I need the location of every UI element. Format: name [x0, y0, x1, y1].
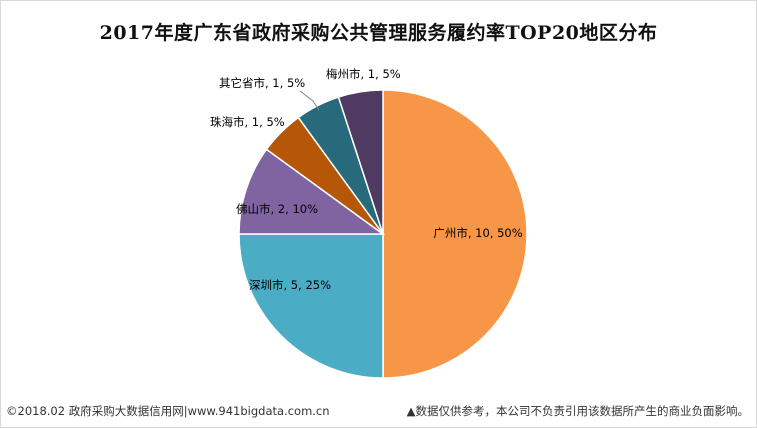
chart-title: 2017年度广东省政府采购公共管理服务履约率TOP20地区分布	[99, 22, 658, 44]
pie-slice-1	[382, 89, 528, 379]
footer-disclaimer: ▲数据仅供参考，本公司不负责引用该数据所产生的商业负面影响。	[406, 404, 749, 418]
slice-label-4: 珠海市, 1, 5%	[210, 115, 285, 129]
slice-label-3: 佛山市, 2, 10%	[236, 202, 318, 216]
pie-slice-3	[238, 148, 386, 235]
footer-copyright: ©2018.02 政府采购大数据信用网|www.941bigdata.com.c…	[6, 404, 330, 418]
pie-slice-2	[238, 233, 384, 379]
pie-slice-6	[337, 89, 384, 235]
slice-label-6: 梅州市, 1, 5%	[326, 67, 401, 81]
slice-label-5: 其它省市, 1, 5%	[219, 76, 305, 90]
leader-line-5	[299, 90, 320, 111]
slice-label-2: 深圳市, 5, 25%	[249, 278, 331, 292]
slice-label-1: 广州市, 10, 50%	[433, 226, 522, 240]
